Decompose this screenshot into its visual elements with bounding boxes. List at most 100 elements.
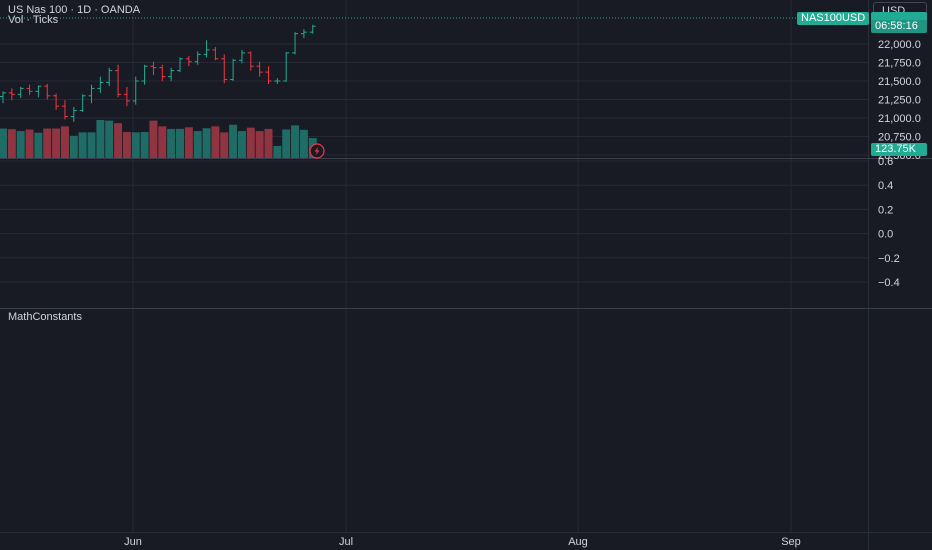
volume-bar: [69, 135, 78, 158]
candle: [26, 84, 33, 96]
candle: [212, 46, 219, 61]
volume-bar: [184, 127, 193, 158]
indicator-tick-label: −0.2: [878, 253, 900, 265]
price-tick-label: 21,000.0: [878, 113, 921, 125]
candle: [115, 64, 122, 98]
candle: [79, 94, 86, 113]
volume-bar: [220, 132, 229, 158]
price-candles: [0, 24, 316, 122]
volume-bar: [43, 128, 52, 158]
candle: [150, 61, 157, 76]
candle: [247, 51, 254, 71]
candle: [238, 49, 245, 64]
price-tick-label: 20,750.0: [878, 132, 921, 144]
volume-bar: [237, 131, 246, 158]
candle: [221, 54, 228, 84]
volume-bar: [87, 132, 96, 158]
volume-bar: [202, 128, 211, 158]
candle: [159, 64, 166, 81]
candle: [61, 100, 68, 120]
candle: [8, 88, 15, 101]
grid-lines: [0, 0, 868, 532]
indicator-axis[interactable]: 0.6 0.4 0.2 0.0 −0.2 −0.4: [878, 156, 900, 289]
volume-bar: [299, 129, 308, 158]
math-constants-label[interactable]: MathConstants: [8, 311, 82, 323]
candle: [185, 55, 192, 67]
volume-bar: [122, 132, 131, 158]
volume-bar: [167, 128, 176, 158]
candle: [256, 61, 263, 77]
candle: [292, 32, 299, 55]
volume-value-tag: 123.75K: [871, 143, 927, 156]
candle: [132, 76, 139, 105]
candle: [123, 86, 130, 107]
countdown-tag: 06:58:16: [871, 20, 927, 33]
price-tick-label: 22,000.0: [878, 39, 921, 51]
candle: [177, 57, 183, 73]
candle: [168, 67, 175, 81]
volume-bar: [158, 126, 167, 158]
volume-bar: [264, 128, 273, 158]
indicator-tick-label: 0.0: [878, 229, 893, 241]
volume-bar: [114, 123, 123, 158]
candle: [230, 58, 237, 81]
volume-bar: [78, 132, 87, 158]
volume-bar: [291, 125, 300, 158]
candle: [88, 84, 95, 104]
volume-bar: [60, 126, 69, 158]
volume-bar: [140, 132, 149, 158]
volume-bar: [273, 145, 282, 158]
volume-bar: [193, 131, 202, 158]
candle: [97, 76, 104, 93]
volume-bar: [0, 128, 7, 158]
symbol-price-tag: NAS100USD: [797, 12, 870, 25]
candle: [0, 91, 6, 104]
lightning-icon[interactable]: [309, 143, 325, 159]
time-tick-label: Aug: [568, 536, 588, 548]
candle: [106, 67, 113, 87]
volume-bar: [105, 120, 114, 158]
price-tick-label: 21,500.0: [878, 76, 921, 88]
volume-bar: [229, 124, 238, 158]
candle: [44, 83, 51, 100]
volume-bar: [16, 131, 25, 158]
candle: [53, 93, 60, 110]
candle: [35, 85, 42, 98]
volume-bars: [0, 120, 317, 158]
volume-bar: [52, 128, 61, 158]
price-tick-label: 21,250.0: [878, 95, 921, 107]
candle: [283, 52, 290, 82]
candle: [300, 29, 307, 39]
price-axis[interactable]: 20,500.020,750.021,000.021,250.021,500.0…: [878, 39, 921, 162]
symbol-title[interactable]: US Nas 100 · 1D · OANDA: [8, 4, 141, 16]
candle: [203, 40, 210, 58]
volume-bar: [282, 129, 291, 158]
price-tick-label: 21,750.0: [878, 58, 921, 70]
volume-bar: [211, 126, 220, 158]
candle: [265, 66, 272, 84]
time-axis[interactable]: Jun Jul Aug Sep: [124, 536, 801, 548]
volume-bar: [131, 132, 140, 158]
volume-bar: [25, 129, 34, 158]
volume-indicator-label[interactable]: Vol · Ticks: [8, 14, 59, 26]
candle: [17, 86, 24, 99]
candle: [141, 64, 148, 85]
candle: [70, 106, 77, 122]
volume-bar: [176, 128, 184, 158]
time-tick-label: Jul: [339, 536, 353, 548]
volume-bar: [34, 132, 43, 158]
volume-bar: [255, 131, 264, 158]
indicator-tick-label: 0.2: [878, 204, 893, 216]
candle: [309, 24, 316, 34]
indicator-tick-label: 0.4: [878, 180, 893, 192]
time-tick-label: Sep: [781, 536, 801, 548]
candle: [274, 78, 281, 84]
volume-bar: [246, 127, 255, 158]
indicator-tick-label: 0.6: [878, 156, 893, 168]
indicator-tick-label: −0.4: [878, 277, 900, 289]
candle: [194, 51, 201, 65]
volume-bar: [7, 129, 16, 158]
volume-bar: [149, 120, 158, 158]
time-tick-label: Jun: [124, 536, 142, 548]
